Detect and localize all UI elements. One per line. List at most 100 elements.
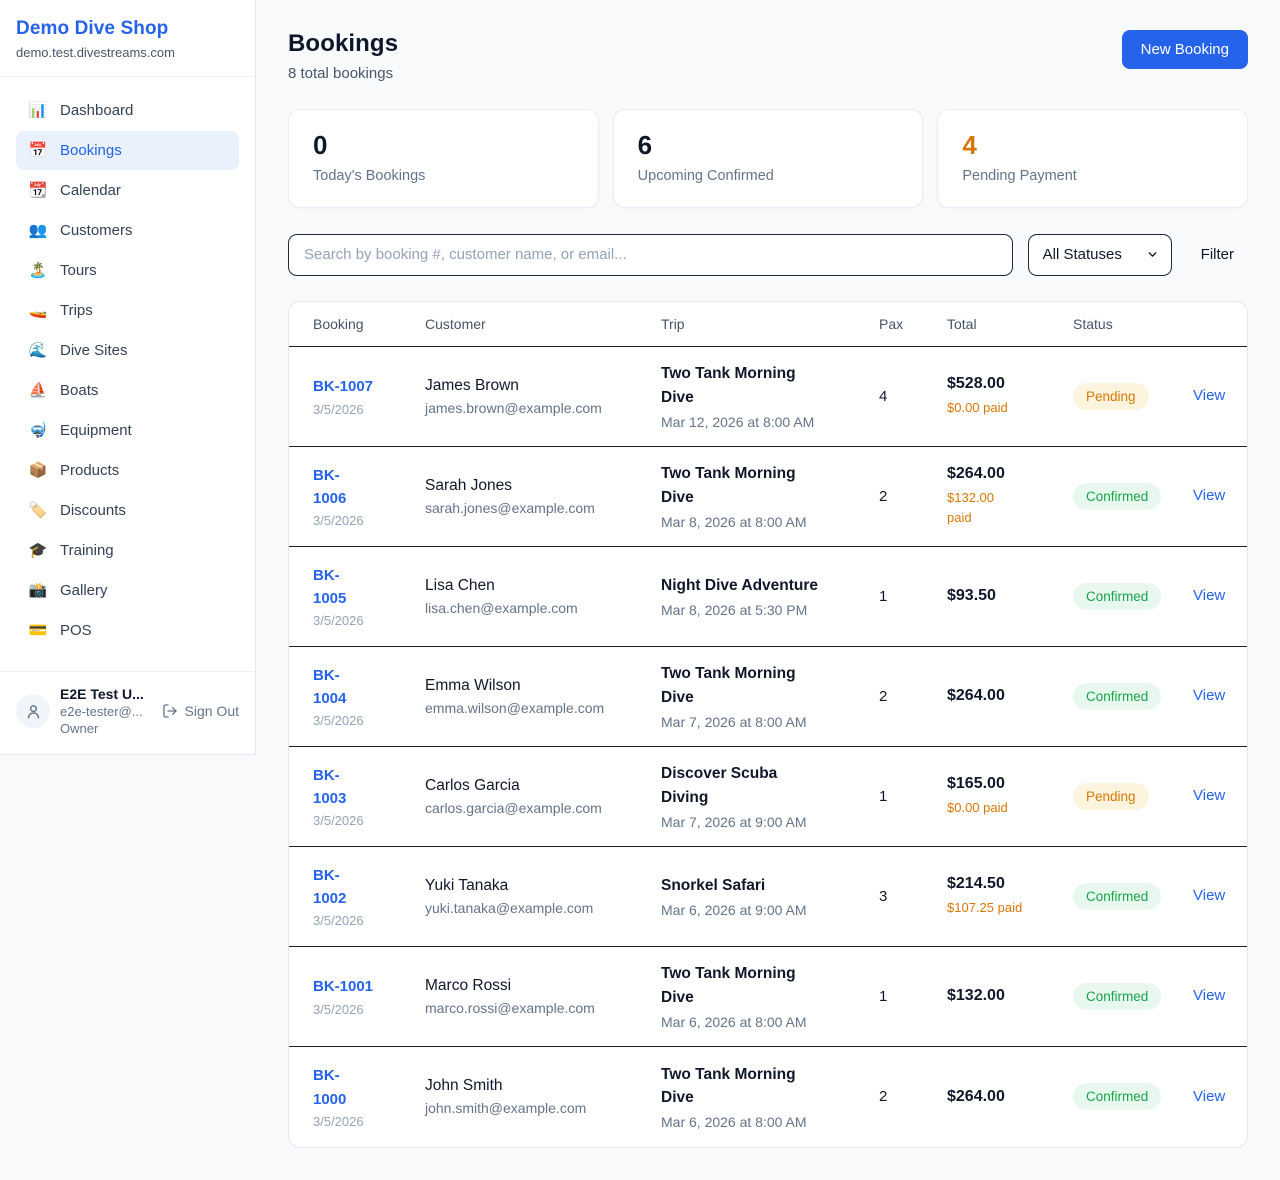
gallery-icon: 📸	[28, 582, 48, 599]
view-link[interactable]: View	[1193, 987, 1226, 1005]
sidebar-item-label: Calendar	[60, 182, 121, 199]
pax-value: 2	[879, 687, 888, 705]
sidebar-item-discounts[interactable]: 🏷️ Discounts	[16, 491, 239, 530]
dashboard-icon: 📊	[28, 102, 48, 119]
booking-id-link[interactable]: BK-1001	[313, 978, 374, 996]
stat-label: Pending Payment	[962, 167, 1077, 184]
trip-cell: Two Tank Morning Dive Mar 7, 2026 at 8:0…	[661, 662, 879, 730]
sidebar-item-dive-sites[interactable]: 🌊 Dive Sites	[16, 331, 239, 370]
table-body: BK-1007 3/5/2026 James Brown james.brown…	[289, 347, 1247, 1147]
trips-icon: 🚤	[28, 302, 48, 319]
sidebar-item-label: Dashboard	[60, 102, 134, 119]
total-amount: $214.50	[947, 874, 1005, 892]
search-input[interactable]	[288, 233, 1013, 276]
column-header-booking: Booking	[313, 315, 364, 332]
column-header-trip: Trip	[661, 315, 685, 332]
status-badge: Confirmed	[1073, 582, 1162, 610]
status-cell: Confirmed	[1073, 1083, 1193, 1111]
status-cell: Pending	[1073, 382, 1193, 410]
status-select[interactable]: All Statuses	[1027, 233, 1172, 276]
booking-cell: BK- 1000 3/5/2026	[313, 1064, 425, 1129]
sidebar-item-boats[interactable]: ⛵ Boats	[16, 371, 239, 410]
booking-id-link[interactable]: BK-1007	[313, 378, 374, 396]
sign-out-button[interactable]: Sign Out	[162, 703, 239, 719]
view-link[interactable]: View	[1193, 687, 1226, 705]
booking-id-link[interactable]: BK- 1003	[313, 766, 347, 808]
sidebar-item-customers[interactable]: 👥 Customers	[16, 211, 239, 250]
status-badge: Confirmed	[1073, 482, 1162, 510]
customer-cell: Yuki Tanaka yuki.tanaka@example.com	[425, 877, 661, 916]
view-link[interactable]: View	[1193, 387, 1226, 405]
status-cell: Confirmed	[1073, 582, 1193, 610]
column-header-status: Status	[1073, 315, 1113, 332]
view-link[interactable]: View	[1193, 887, 1226, 905]
sidebar-item-equipment[interactable]: 🤿 Equipment	[16, 411, 239, 450]
sidebar-user-section: E2E Test U... e2e-tester@... Owner Sign …	[0, 671, 255, 754]
user-info: E2E Test U... e2e-tester@... Owner	[60, 686, 152, 736]
column-header-pax: Pax	[879, 315, 904, 332]
customer-cell: Marco Rossi marco.rossi@example.com	[425, 977, 661, 1016]
view-link[interactable]: View	[1193, 787, 1226, 805]
trip-datetime: Mar 12, 2026 at 8:00 AM	[661, 413, 815, 430]
sidebar-item-training[interactable]: 🎓 Training	[16, 531, 239, 570]
customer-cell: John Smith john.smith@example.com	[425, 1077, 661, 1116]
trip-name: Two Tank Morning Dive	[661, 965, 796, 1006]
booking-id-link[interactable]: BK- 1002	[313, 866, 347, 908]
pax-value: 1	[879, 987, 888, 1005]
table-header-row: Booking Customer Trip Pax Total Status	[289, 302, 1247, 347]
sidebar-item-calendar[interactable]: 📆 Calendar	[16, 171, 239, 210]
customer-cell: Emma Wilson emma.wilson@example.com	[425, 677, 661, 716]
booking-id-link[interactable]: BK- 1004	[313, 666, 347, 708]
booking-id-link[interactable]: BK- 1006	[313, 466, 347, 508]
filter-button[interactable]: Filter	[1187, 246, 1248, 263]
sidebar-item-bookings[interactable]: 📅 Bookings	[16, 131, 239, 170]
sidebar-item-label: POS	[60, 622, 92, 639]
products-icon: 📦	[28, 462, 48, 479]
pax-value: 3	[879, 887, 888, 905]
trip-name: Snorkel Safari	[661, 876, 766, 894]
booking-cell: BK- 1003 3/5/2026	[313, 764, 425, 829]
trip-name: Two Tank Morning Dive	[661, 665, 796, 706]
filters-bar: All Statuses Filter	[288, 233, 1248, 276]
view-cell: View	[1193, 487, 1225, 505]
page-title-block: Bookings 8 total bookings	[288, 30, 398, 82]
shop-domain: demo.test.divestreams.com	[16, 45, 175, 60]
new-booking-button[interactable]: New Booking	[1121, 30, 1248, 69]
booking-id-link[interactable]: BK- 1000	[313, 1067, 347, 1108]
sidebar-item-gallery[interactable]: 📸 Gallery	[16, 571, 239, 610]
stats-row: 0 Today's Bookings 6 Upcoming Confirmed …	[288, 109, 1249, 208]
view-link[interactable]: View	[1193, 487, 1226, 505]
stat-value: 0	[313, 130, 328, 160]
sidebar-item-pos[interactable]: 💳 POS	[16, 611, 239, 650]
view-link[interactable]: View	[1193, 1087, 1226, 1105]
table-row: BK- 1000 3/5/2026 John Smith john.smith@…	[289, 1047, 1247, 1147]
sidebar-item-dashboard[interactable]: 📊 Dashboard	[16, 91, 239, 130]
booking-id-link[interactable]: BK- 1005	[313, 566, 347, 608]
total-cell: $264.00 $132.00 paid	[947, 465, 1073, 527]
booking-cell: BK-1007 3/5/2026	[313, 375, 425, 416]
booking-date: 3/5/2026	[313, 813, 364, 829]
avatar	[16, 694, 50, 728]
status-cell: Confirmed	[1073, 682, 1193, 710]
trip-cell: Night Dive Adventure Mar 8, 2026 at 5:30…	[661, 574, 879, 618]
sidebar-item-trips[interactable]: 🚤 Trips	[16, 291, 239, 330]
customers-icon: 👥	[28, 222, 48, 239]
status-cell: Confirmed	[1073, 982, 1193, 1010]
sidebar-item-tours[interactable]: 🏝️ Tours	[16, 251, 239, 290]
status-badge: Confirmed	[1073, 682, 1162, 710]
sidebar-item-products[interactable]: 📦 Products	[16, 451, 239, 490]
page-subtitle: 8 total bookings	[288, 65, 394, 82]
booking-date: 3/5/2026	[313, 1001, 364, 1017]
chevron-down-icon	[1148, 252, 1157, 257]
view-cell: View	[1193, 987, 1225, 1005]
user-name: E2E Test U...	[60, 686, 144, 702]
sidebar-item-label: Dive Sites	[60, 342, 128, 359]
calendar-icon: 📆	[28, 182, 48, 199]
trip-name: Two Tank Morning Dive	[661, 465, 796, 506]
user-icon	[27, 704, 39, 719]
tours-icon: 🏝️	[28, 262, 48, 279]
view-link[interactable]: View	[1193, 587, 1226, 605]
customer-email: marco.rossi@example.com	[425, 999, 595, 1016]
sidebar-item-label: Training	[60, 542, 114, 559]
booking-cell: BK-1001 3/5/2026	[313, 975, 425, 1016]
